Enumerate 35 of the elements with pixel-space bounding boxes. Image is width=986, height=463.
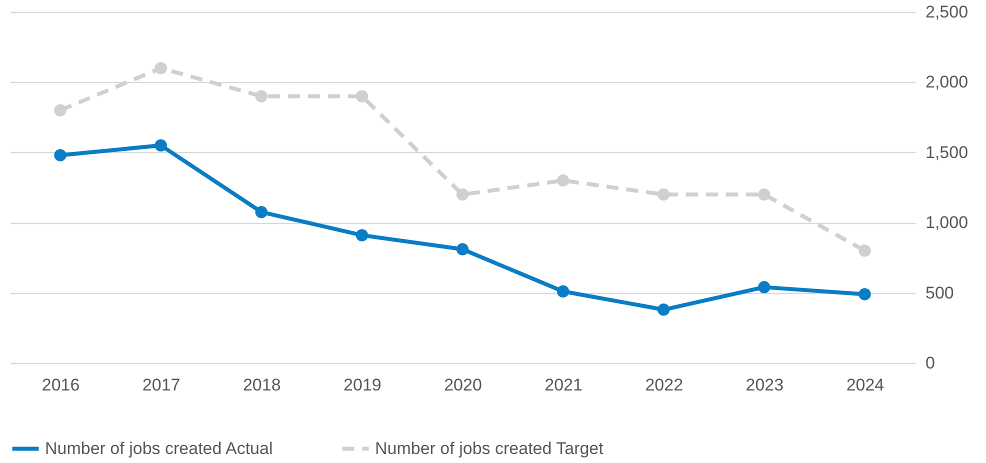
- point: [54, 149, 66, 162]
- point: [255, 206, 268, 218]
- x-tick-label: 2019: [344, 376, 382, 394]
- point: [356, 90, 368, 102]
- point: [858, 244, 871, 257]
- point: [758, 188, 770, 201]
- point: [556, 174, 570, 187]
- y-tick-label: 2,000: [926, 72, 968, 92]
- y-tick-label: 1,500: [926, 142, 968, 162]
- point: [858, 288, 871, 300]
- x-tick-label: 2024: [846, 376, 884, 394]
- x-tick-label: 2023: [746, 376, 784, 394]
- x-tick-label: 2018: [242, 376, 281, 394]
- y-tick-label: 500: [926, 283, 954, 302]
- x-tick-label: 2022: [645, 376, 684, 394]
- point: [154, 139, 167, 152]
- point: [456, 188, 469, 201]
- y-tick-label: 0: [926, 354, 935, 372]
- y-tick-label: 1,000: [926, 213, 968, 232]
- point: [356, 229, 368, 242]
- x-tick-label: 2020: [444, 376, 482, 394]
- point: [556, 285, 570, 298]
- point: [255, 90, 268, 102]
- point: [657, 188, 670, 201]
- y-tick-label: 2,500: [926, 2, 968, 22]
- point: [657, 304, 670, 316]
- point: [154, 62, 167, 74]
- x-tick-label: 2016: [42, 376, 80, 394]
- legend-label: Number of jobs created Target: [375, 438, 604, 458]
- point: [456, 243, 469, 256]
- x-tick-label: 2017: [142, 376, 180, 394]
- point: [54, 104, 66, 116]
- x-tick-label: 2021: [544, 376, 582, 394]
- point: [758, 281, 770, 294]
- legend-label: Number of jobs created Actual: [45, 438, 273, 458]
